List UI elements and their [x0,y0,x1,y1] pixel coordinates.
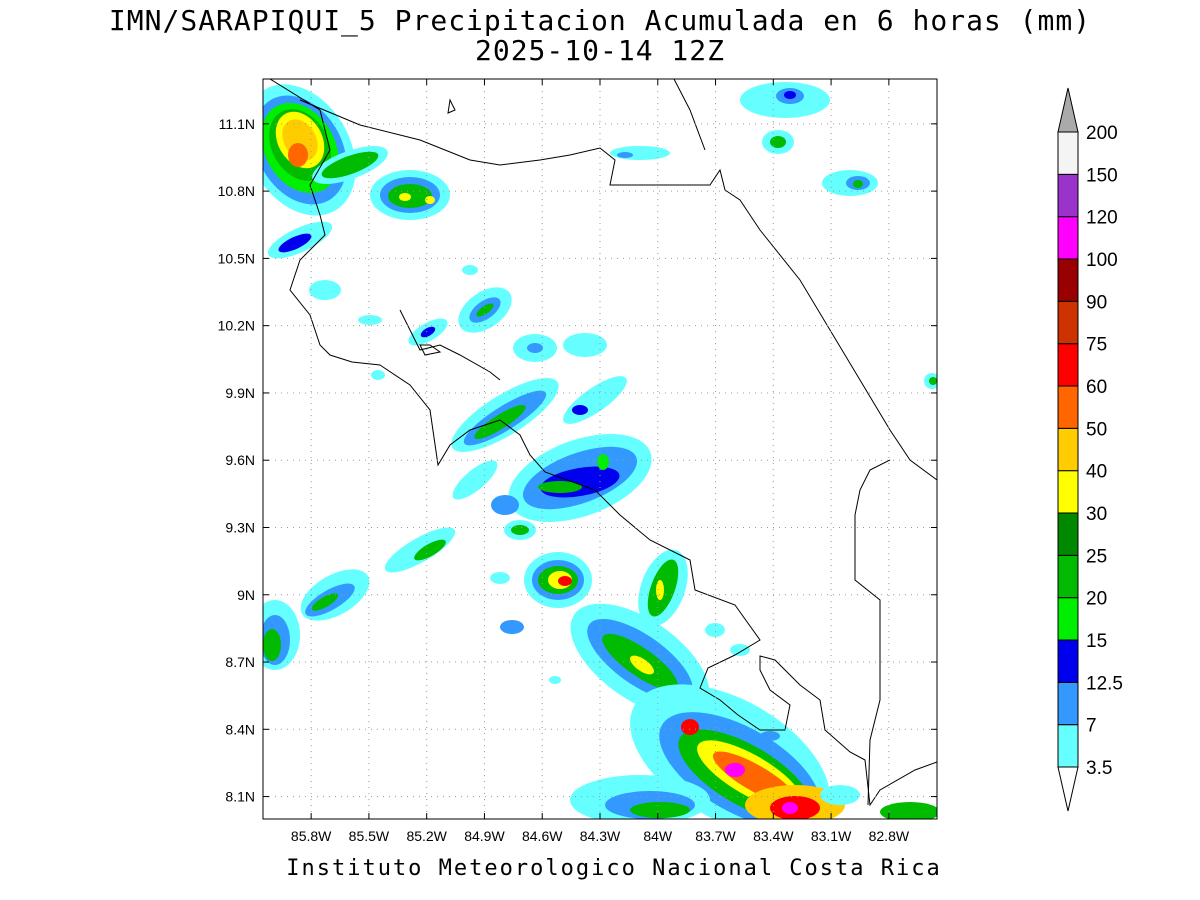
lon-tick-label: 84.6W [522,828,563,844]
colorbar-label: 30 [1086,504,1107,525]
rain-cell-9n [524,552,592,608]
lat-tick-label: 10.8N [218,183,255,199]
rain-band-south [549,549,937,819]
colorbar-label: 15 [1086,631,1107,652]
longitude-axis: 85.8W 85.5W 85.2W 84.9W 84.6W 84.3W 84W 83.7W 83… [291,79,910,844]
colorbar-label: 60 [1086,377,1107,398]
footer-credit: Instituto Meteorologico Nacional Costa R… [286,856,942,881]
colorbar-label: 3.5 [1086,758,1112,779]
colorbar-swatch [1057,597,1079,641]
colorbar-label: 120 [1086,208,1118,229]
lat-tick-label: 8.4N [225,721,255,737]
colorbar-label: 40 [1086,462,1107,483]
map-title: IMN/SARAPIQUI_5 Precipitacion Acumulada … [108,4,1092,37]
lon-tick-label: 85.8W [291,828,332,844]
lat-tick-label: 9N [237,587,255,603]
lat-tick-label: 8.7N [225,654,255,670]
colorbar-swatch [1057,343,1079,387]
colorbar-swatch [1057,724,1079,768]
colorbar-label: 100 [1086,250,1118,271]
colorbar-under-arrow [1057,766,1079,812]
colorbar-label: 25 [1086,546,1107,567]
lon-tick-label: 83.7W [695,828,736,844]
lat-tick-label: 9.6N [225,452,255,468]
colorbar-swatch [1057,258,1079,302]
lon-tick-label: 84.3W [580,828,621,844]
colorbar-swatch [1057,385,1079,429]
rain-streaks-central [309,265,627,500]
map-date: 2025-10-14 12Z [474,34,725,67]
grid [263,79,937,819]
colorbar-label: 90 [1086,292,1107,313]
latitude-axis: 11.1N 10.8N 10.5N 10.2N 9.9N 9.6N 9.3N 9N 8.7N 8.… [218,116,937,805]
colorbar-swatch [1057,639,1079,683]
lon-tick-label: 85.2W [406,828,447,844]
lat-tick-label: 10.2N [218,318,255,334]
colorbar-label: 7 [1086,716,1097,737]
colorbar-swatch [1057,131,1079,175]
colorbar-swatch [1057,681,1079,726]
colorbar-label: 75 [1086,335,1107,356]
precipitation-field [263,82,937,819]
colorbar-swatch [1057,216,1079,260]
colorbar-swatch [1057,173,1079,218]
coastline [269,79,937,807]
lon-tick-label: 84.9W [464,828,505,844]
lat-tick-label: 11.1N [219,116,255,132]
rain-cells-caribbean [610,82,937,389]
colorbar-swatch [1057,470,1079,514]
colorbar-label: 150 [1086,165,1118,186]
lon-tick-label: 84W [643,828,673,844]
lat-tick-label: 9.9N [225,385,255,401]
colorbar-over-arrow [1057,87,1079,133]
lat-tick-label: 8.1N [225,789,255,805]
rain-bands-pacific [263,527,524,670]
rain-cell-nw [263,84,388,259]
colorbar-label: 200 [1086,123,1118,144]
rain-cell-10-8n [370,170,450,220]
colorbar-swatch [1057,300,1079,345]
colorbar-swatch [1057,554,1079,599]
rain-cell-central-valley [491,434,652,540]
lon-tick-label: 83.1W [811,828,852,844]
colorbar-label: 12.5 [1086,673,1123,694]
lon-tick-label: 83.4W [753,828,794,844]
colorbar-swatch [1057,427,1079,472]
lon-tick-label: 85.5W [349,828,390,844]
lat-tick-label: 10.5N [218,250,255,266]
lat-tick-label: 9.3N [225,519,255,535]
colorbar-label: 20 [1086,589,1107,610]
colorbar-label: 50 [1086,419,1107,440]
lon-tick-label: 82.8W [869,828,910,844]
colorbar-swatch [1057,512,1079,556]
colorbar: 3.5 7 12.5 15 20 25 30 40 50 60 75 90 100 120 150 200 [1057,87,1123,812]
